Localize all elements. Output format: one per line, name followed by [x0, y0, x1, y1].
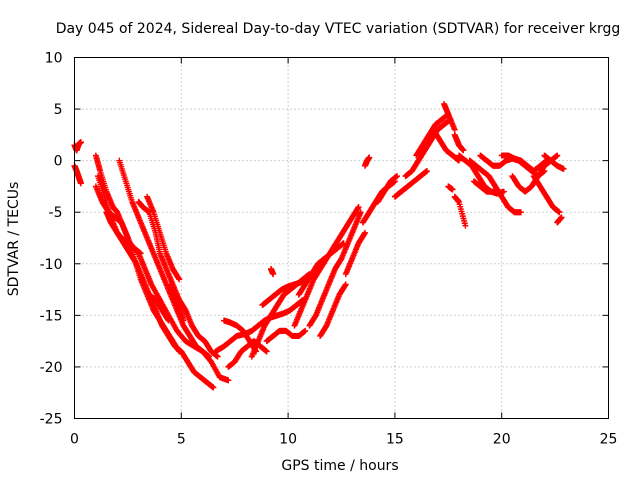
data-point: [77, 180, 84, 187]
y-axis-label: SDTVAR / TECUs: [6, 182, 22, 297]
data-point: [496, 190, 503, 197]
ticks-layer: 0 5 10 15 20 25 -25 -20 -15 -10 -5 0 5 10: [40, 51, 618, 448]
x-tick-label: 10: [279, 432, 297, 448]
data-point: [77, 139, 84, 146]
y-tick-label: -15: [40, 308, 63, 324]
x-tick-label: 0: [70, 432, 79, 448]
data-point: [556, 209, 563, 216]
data-point: [394, 173, 401, 180]
y-tick-label: -5: [49, 205, 63, 221]
data-point: [500, 188, 507, 195]
chart-title: Day 045 of 2024, Sidereal Day-to-day VTE…: [56, 21, 621, 37]
data-point: [180, 317, 187, 324]
x-axis-label: GPS time / hours: [281, 458, 398, 474]
data-point: [451, 126, 458, 133]
y-tick-label: 0: [54, 154, 63, 170]
data-point: [137, 250, 144, 257]
data-point: [165, 317, 172, 324]
data-point: [225, 377, 232, 384]
data-point: [210, 384, 217, 391]
data-point: [176, 348, 183, 355]
y-tick-label: 10: [45, 51, 63, 67]
data-point: [355, 204, 362, 211]
data-point: [270, 271, 277, 278]
data-point: [214, 353, 221, 360]
data-point: [462, 222, 469, 229]
data-point: [176, 276, 183, 283]
data-point: [342, 281, 349, 288]
data-point: [445, 111, 452, 118]
data-point: [460, 147, 467, 154]
plot-frame: [74, 57, 609, 419]
data-point: [558, 214, 565, 221]
x-tick-label: 15: [386, 432, 404, 448]
data-point: [357, 209, 364, 216]
data-points: [71, 100, 567, 391]
data-point: [554, 152, 561, 159]
data-point: [517, 209, 524, 216]
data-point: [302, 327, 309, 334]
y-tick-label: -20: [40, 360, 63, 376]
data-point: [206, 353, 213, 360]
data-point: [560, 165, 567, 172]
data-point: [263, 348, 270, 355]
y-tick-label: 5: [54, 102, 63, 118]
y-tick-label: -10: [40, 257, 63, 273]
x-tick-label: 5: [177, 432, 186, 448]
x-tick-label: 25: [600, 432, 618, 448]
data-point: [423, 167, 430, 174]
x-tick-label: 20: [493, 432, 511, 448]
data-point: [361, 229, 368, 236]
data-point: [366, 154, 373, 161]
y-tick-label: -25: [40, 412, 63, 428]
data-point: [449, 186, 456, 193]
